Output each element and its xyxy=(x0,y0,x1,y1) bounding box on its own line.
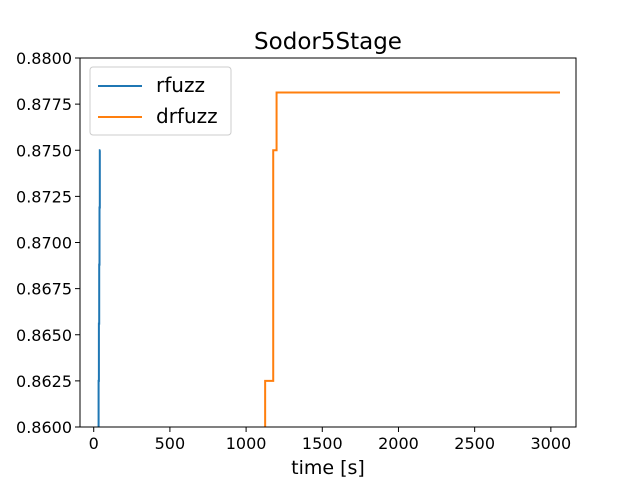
chart-title: Sodor5Stage xyxy=(254,29,402,55)
x-tick-label: 1500 xyxy=(302,434,343,453)
x-tick-label: 2500 xyxy=(454,434,495,453)
y-tick-label: 0.8725 xyxy=(16,187,72,206)
series-line-drfuzz xyxy=(264,91,560,427)
y-tick-label: 0.8625 xyxy=(16,372,72,391)
legend-label-rfuzz: rfuzz xyxy=(156,73,205,97)
y-tick-label: 0.8650 xyxy=(16,326,72,345)
series-line-rfuzz xyxy=(97,149,101,427)
series-layer xyxy=(97,91,560,427)
legend-label-drfuzz: drfuzz xyxy=(156,104,218,128)
y-tick-label: 0.8750 xyxy=(16,141,72,160)
x-tick-label: 500 xyxy=(155,434,186,453)
y-tick-label: 0.8800 xyxy=(16,49,72,68)
y-tick-label: 0.8700 xyxy=(16,234,72,253)
y-tick-label: 0.8675 xyxy=(16,280,72,299)
y-tick-label: 0.8775 xyxy=(16,95,72,114)
x-axis-label: time [s] xyxy=(291,457,365,479)
x-tick-label: 2000 xyxy=(378,434,419,453)
y-tick-label: 0.8600 xyxy=(16,418,72,437)
x-tick-label: 0 xyxy=(89,434,99,453)
ticks-layer: 0 500 1000 1500 2000 2500 3000 0.8600 0.8625 0.86… xyxy=(16,49,571,453)
x-tick-label: 3000 xyxy=(530,434,571,453)
legend: rfuzz drfuzz xyxy=(89,66,232,136)
x-tick-label: 1000 xyxy=(226,434,267,453)
